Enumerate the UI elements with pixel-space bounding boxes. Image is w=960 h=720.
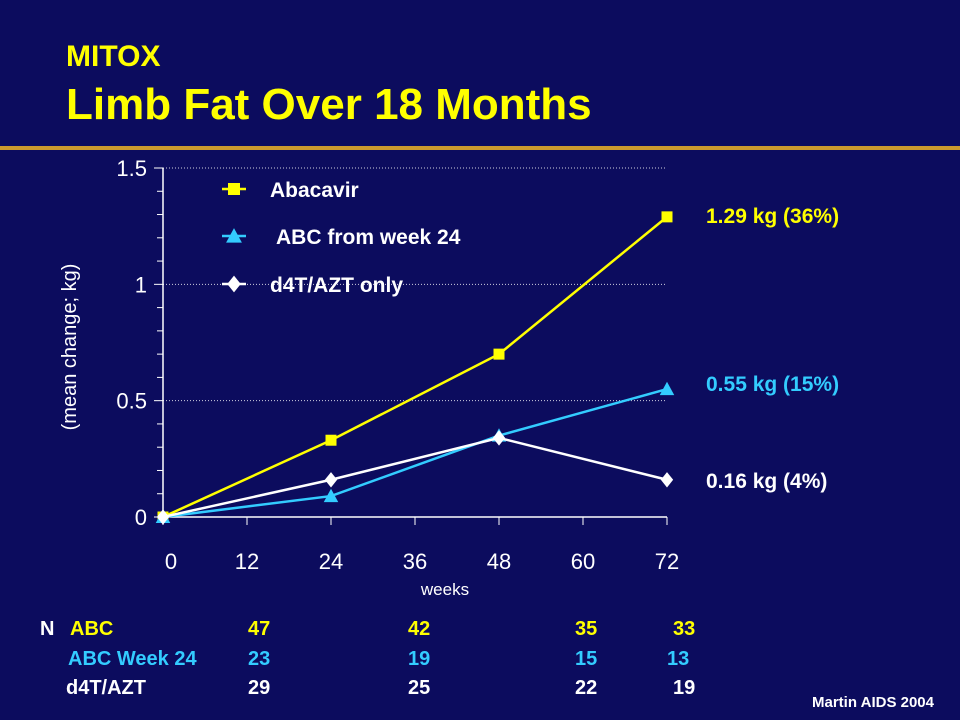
- series-2-point-3: [660, 472, 674, 488]
- x-tick-label-5: 60: [571, 549, 595, 574]
- legend-marker-1: [226, 228, 242, 243]
- slide-subtitle: Limb Fat Over 18 Months: [66, 80, 592, 129]
- x-tick-label-2: 24: [319, 549, 343, 574]
- end-label-2: 0.16 kg (4%): [706, 470, 827, 493]
- x-tick-label-1: 12: [235, 549, 259, 574]
- x-tick-label-4: 48: [487, 549, 511, 574]
- legend-label-2: d4T/AZT only: [270, 274, 403, 297]
- legend-marker-2: [227, 275, 241, 293]
- end-label-1: 0.55 kg (15%): [706, 373, 839, 396]
- x-tick-label-3: 36: [403, 549, 427, 574]
- series-0-point-3: [661, 211, 673, 223]
- series-1-point-3: [659, 381, 675, 396]
- end-label-0: 1.29 kg (36%): [706, 205, 839, 228]
- series-0-point-2: [493, 348, 505, 360]
- x-tick-label-0: 0: [165, 549, 177, 574]
- y-tick-label-1: 0.5: [116, 389, 147, 414]
- legend-marker-0: [228, 183, 240, 195]
- series-0-point-1: [325, 434, 337, 446]
- series-2-point-0: [156, 509, 170, 525]
- x-axis-label: weeks: [420, 580, 469, 599]
- series-line-0: [162, 215, 668, 519]
- legend-label-0: Abacavir: [270, 179, 359, 202]
- slide-title: MITOX: [66, 40, 161, 73]
- y-axis-label: (mean change; kg): [59, 264, 81, 431]
- y-tick-label-3: 1.5: [116, 156, 147, 181]
- x-tick-label-6: 72: [655, 549, 679, 574]
- citation: Martin AIDS 2004: [812, 694, 934, 711]
- y-tick-label-2: 1: [135, 272, 147, 297]
- title-divider: [0, 146, 960, 150]
- y-tick-label-0: 0: [135, 505, 147, 530]
- series-line-1: [162, 387, 668, 519]
- series-2-point-1: [324, 472, 338, 488]
- series-2-point-2: [492, 430, 506, 446]
- legend-label-1: ABC from week 24: [276, 226, 461, 249]
- series-line-2: [162, 436, 668, 519]
- series-1-point-1: [323, 488, 339, 503]
